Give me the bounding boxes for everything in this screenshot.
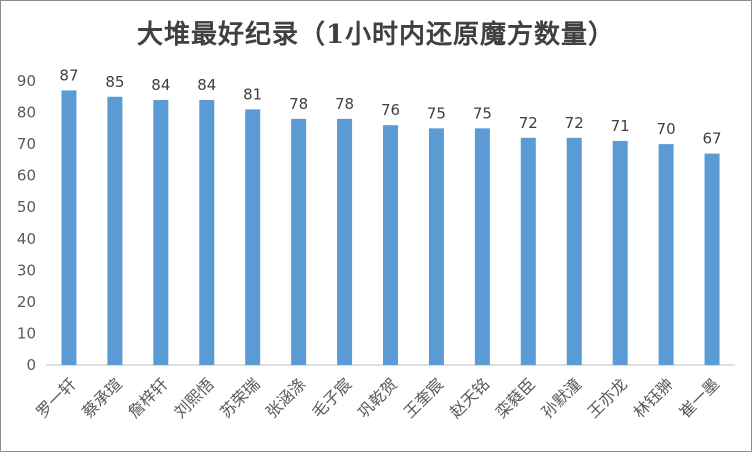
x-tick-label: 詹梓轩 (124, 374, 171, 421)
data-label: 76 (381, 101, 400, 119)
data-label: 84 (151, 76, 170, 94)
bar (199, 99, 215, 365)
data-label: 70 (657, 120, 676, 138)
bar (153, 99, 169, 365)
chart-title: 大堆最好纪录（1小时内还原魔方数量） (136, 20, 616, 50)
y-tick-label: 50 (17, 198, 36, 216)
y-axis-ticks: 0 10 20 30 40 50 60 70 80 90 (17, 72, 36, 374)
x-tick-label: 巩乾贺 (354, 374, 401, 421)
x-tick-label: 崔一墨 (675, 374, 722, 421)
bar (245, 109, 261, 366)
x-axis-labels-group: 罗一轩蔡承瑄詹梓轩刘熙悟苏荣瑞张涵涤毛子宸巩乾贺王奎宸赵天铭栾蕤臣孙默潼王亦龙林… (32, 374, 722, 421)
bar (291, 118, 307, 365)
x-tick-label: 蔡承瑄 (78, 374, 125, 421)
y-tick-label: 90 (17, 72, 36, 90)
bar (658, 144, 674, 365)
bar (383, 125, 398, 365)
bar (612, 140, 628, 365)
x-tick-label: 刘熙悟 (170, 374, 217, 421)
bar (566, 137, 582, 365)
x-tick-label: 林钰翀 (630, 374, 677, 421)
y-tick-label: 70 (17, 135, 36, 153)
data-label: 72 (565, 114, 584, 132)
x-tick-label: 张涵涤 (262, 374, 309, 421)
bar (61, 90, 77, 365)
y-tick-label: 60 (17, 167, 36, 185)
x-tick-label: 王奎宸 (400, 374, 447, 421)
y-tick-label: 80 (17, 104, 36, 122)
data-label: 81 (243, 85, 262, 103)
x-tick-label: 栾蕤臣 (492, 374, 539, 421)
data-label: 75 (473, 104, 492, 122)
data-label: 71 (611, 117, 630, 135)
x-tick-label: 王亦龙 (584, 374, 631, 421)
bar (704, 153, 720, 365)
bar (107, 96, 123, 366)
bar (520, 137, 536, 365)
x-tick-label: 苏荣瑞 (216, 374, 263, 421)
data-label: 85 (105, 73, 124, 91)
y-tick-label: 30 (17, 261, 36, 279)
x-tick-label: 罗一轩 (32, 374, 79, 421)
data-label: 84 (197, 76, 216, 94)
data-label: 78 (289, 95, 308, 113)
data-label: 78 (335, 95, 354, 113)
bar (428, 128, 444, 365)
x-tick-label: 毛子宸 (308, 374, 355, 421)
bar (337, 118, 353, 365)
x-tick-label: 孙默潼 (538, 374, 585, 421)
y-tick-label: 0 (26, 356, 36, 374)
data-label: 87 (59, 66, 78, 84)
data-label: 67 (702, 130, 721, 148)
bars-group (61, 90, 720, 366)
x-tick-label: 赵天铭 (446, 374, 493, 421)
y-tick-label: 10 (17, 324, 36, 342)
bar (474, 128, 490, 365)
data-labels-group: 87 85 84 84 81 78 78 76 75 75 72 72 71 70 67 (59, 66, 721, 147)
y-tick-label: 20 (17, 293, 36, 311)
data-label: 75 (427, 104, 446, 122)
y-tick-label: 40 (17, 230, 36, 248)
data-label: 72 (519, 114, 538, 132)
